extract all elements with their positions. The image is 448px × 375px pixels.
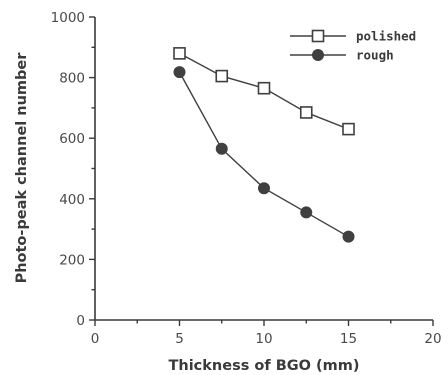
- y-tick-label: 200: [59, 252, 85, 268]
- x-tick-label: 0: [91, 331, 100, 347]
- y-tick-label: 0: [76, 313, 85, 329]
- legend-label: rough: [356, 48, 394, 63]
- data-point-rough: [173, 66, 186, 79]
- y-tick-label: 1000: [51, 10, 85, 26]
- data-point-polished: [215, 69, 229, 83]
- data-point-polished: [342, 122, 355, 136]
- x-tick-label: 15: [340, 331, 357, 347]
- x-ticks: 0 5 10 15 20: [91, 320, 442, 347]
- legend-label: polished: [356, 29, 416, 44]
- data-point-rough: [215, 142, 228, 155]
- y-tick-label: 600: [59, 131, 85, 147]
- y-axis-title: Photo-peak channel number: [14, 52, 30, 284]
- x-tick-label: 5: [175, 331, 184, 347]
- legend: polished rough: [290, 29, 416, 63]
- data-point-rough: [342, 230, 355, 243]
- y-tick-label: 400: [59, 192, 85, 208]
- y-tick-label: 800: [59, 71, 85, 87]
- data-point-rough: [300, 206, 313, 219]
- series-line-rough: [178, 71, 349, 238]
- legend-entry: polished: [290, 29, 416, 44]
- data-point-polished: [173, 47, 186, 60]
- legend-marker: [312, 49, 324, 61]
- series-polished: [173, 47, 355, 136]
- data-point-rough: [258, 182, 270, 195]
- x-tick-label: 20: [424, 331, 441, 347]
- x-tick-label: 10: [255, 331, 272, 347]
- data-point-polished: [299, 106, 313, 119]
- y-ticks: 0 200 400 600 800 1000: [51, 10, 95, 329]
- x-axis-title: Thickness of BGO (mm): [168, 358, 359, 374]
- legend-entry: rough: [290, 48, 394, 63]
- data-point-polished: [257, 81, 271, 95]
- legend-marker: [311, 29, 325, 43]
- series-layer: [173, 47, 355, 243]
- series-rough: [173, 66, 355, 243]
